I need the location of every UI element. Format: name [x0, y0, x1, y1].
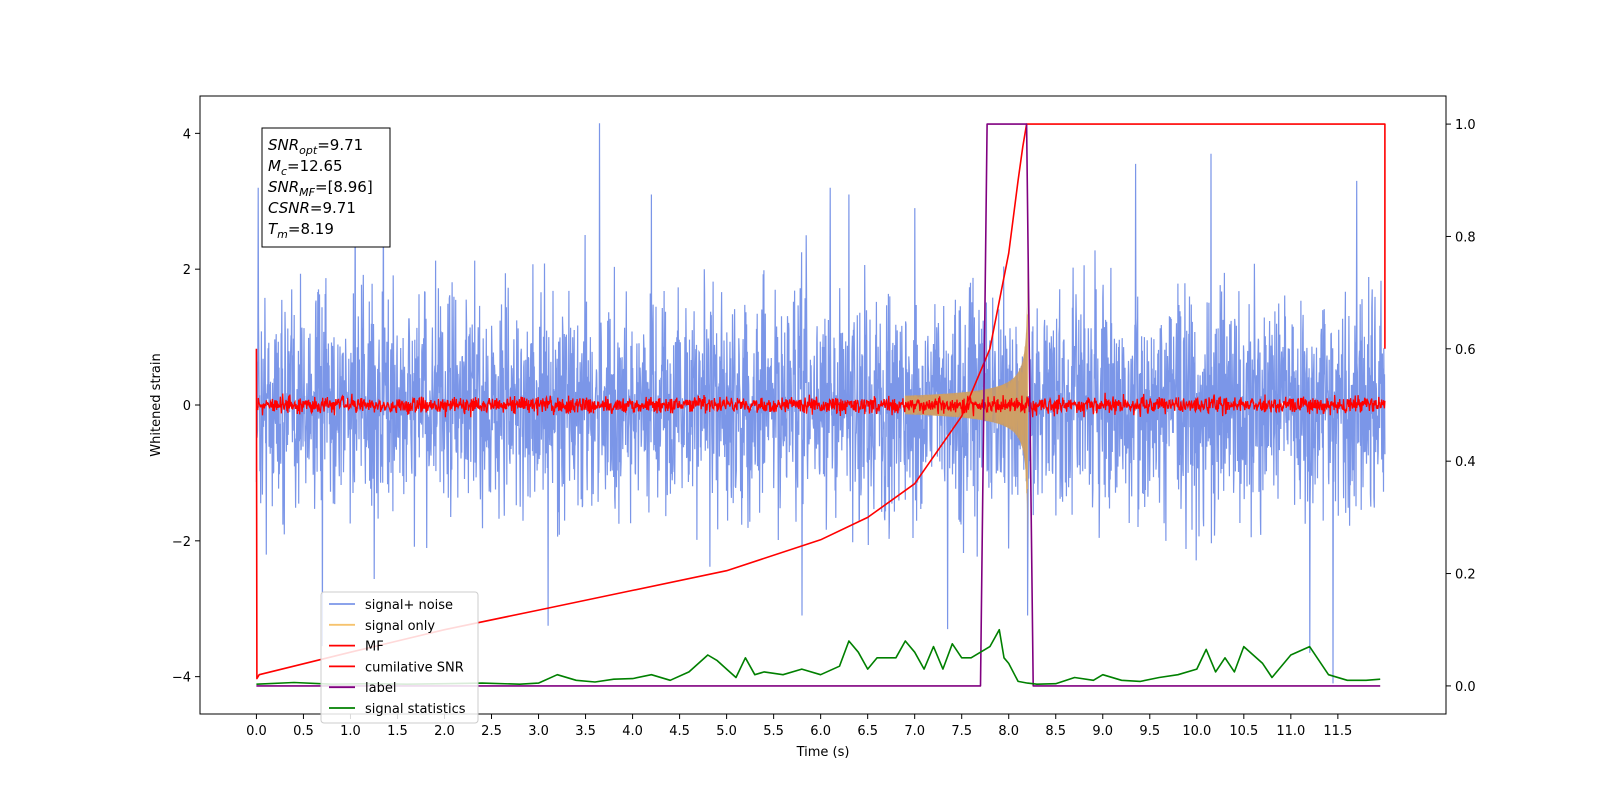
- annotation-line: SNRopt=9.71: [268, 136, 363, 157]
- x-tick-label: 11.0: [1276, 724, 1305, 739]
- annotation-line: Tm=8.19: [268, 220, 334, 241]
- y-tick-label: −4: [172, 671, 191, 686]
- y-tick-label: 0: [183, 399, 191, 414]
- y2-tick-label: 0.0: [1455, 680, 1476, 695]
- x-tick-label: 9.0: [1092, 724, 1113, 739]
- series-mf-line: [255, 392, 1386, 418]
- y2-tick-label: 0.4: [1455, 455, 1476, 470]
- x-tick-label: 8.0: [998, 724, 1019, 739]
- y-axis-title: Whitened strain: [149, 353, 164, 456]
- y-tick-label: 4: [183, 127, 191, 142]
- legend: signal+ noise signal only MF cumilative SNR…: [320, 591, 479, 724]
- legend-label: signal+ noise: [365, 598, 453, 613]
- x-tick-label: 0.0: [246, 724, 267, 739]
- x-tick-label: 10.5: [1229, 724, 1258, 739]
- x-tick-label: 6.0: [810, 724, 831, 739]
- x-tick-label: 2.5: [481, 724, 502, 739]
- legend-label: signal only: [365, 619, 435, 634]
- x-tick-label: 3.0: [528, 724, 549, 739]
- legend-label: signal statistics: [365, 702, 466, 717]
- x-tick-label: 4.5: [669, 724, 690, 739]
- legend-label: label: [365, 681, 396, 696]
- annotation-box: SNRopt=9.71Mc=12.65SNRMF=[8.96]CSNR=9.71…: [261, 127, 391, 248]
- x-tick-label: 9.5: [1139, 724, 1160, 739]
- x-tick-label: 2.0: [434, 724, 455, 739]
- x-tick-label: 1.5: [387, 724, 408, 739]
- legend-label: cumilative SNR: [365, 660, 464, 675]
- series-label-line: [256, 123, 1381, 687]
- x-tick-label: 8.5: [1045, 724, 1066, 739]
- x-tick-label: 10.0: [1182, 724, 1211, 739]
- y2-tick-label: 0.6: [1455, 343, 1476, 358]
- x-tick-label: 7.0: [904, 724, 925, 739]
- x-tick-label: 11.5: [1323, 724, 1352, 739]
- annotation-frame: [261, 127, 391, 248]
- x-tick-label: 7.5: [951, 724, 972, 739]
- y2-tick-label: 1.0: [1455, 118, 1476, 133]
- series-signal-statistics-line: [256, 628, 1381, 685]
- y-tick-label: −2: [172, 535, 191, 550]
- x-tick-label: 4.0: [622, 724, 643, 739]
- annotation-line: CSNR=9.71: [268, 199, 356, 217]
- x-tick-label: 1.0: [340, 724, 361, 739]
- x-tick-label: 6.5: [857, 724, 878, 739]
- legend-frame: [320, 591, 479, 724]
- x-tick-label: 5.5: [763, 724, 784, 739]
- legend-label: MF: [365, 640, 384, 655]
- x-axis-title: Time (s): [796, 745, 850, 760]
- y-tick-label: 2: [183, 263, 191, 278]
- x-tick-label: 3.5: [575, 724, 596, 739]
- y2-tick-label: 0.2: [1455, 568, 1476, 583]
- x-tick-label: 5.0: [716, 724, 737, 739]
- axes-layer: 0.0 0.5 1.0 1.5 2.0 2.5 3.0 3.5 4.0 4.5 5.0 5.5 6.0 6…: [172, 118, 1476, 739]
- annotation-line: SNRMF=[8.96]: [268, 178, 373, 199]
- annotation-line: Mc=12.65: [268, 157, 343, 178]
- y2-tick-label: 0.8: [1455, 230, 1476, 245]
- x-tick-label: 0.5: [293, 724, 314, 739]
